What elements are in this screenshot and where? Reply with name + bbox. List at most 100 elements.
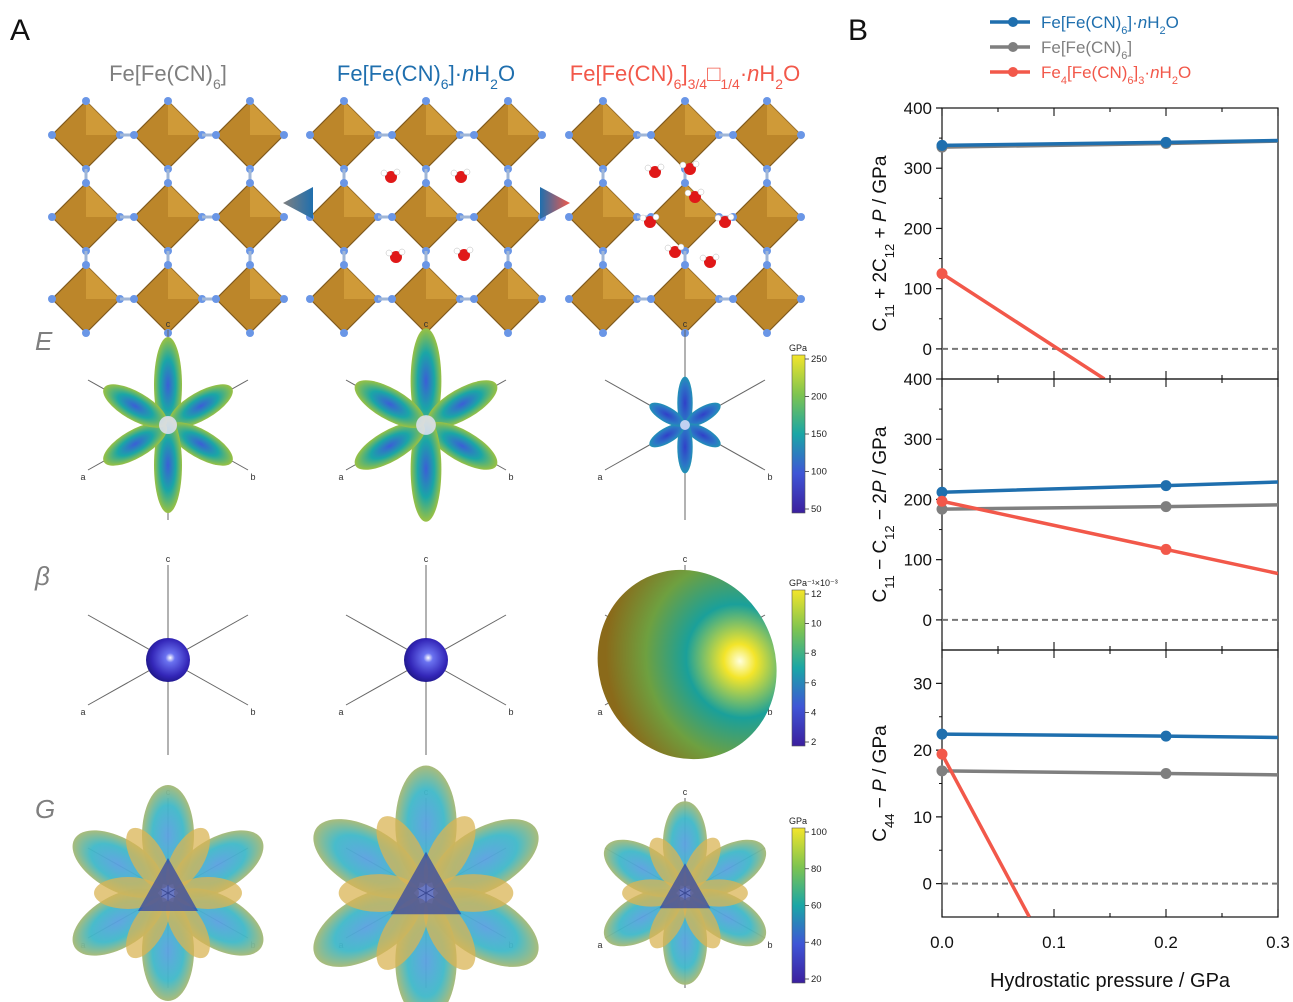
x-tick-label: 0.3 xyxy=(1266,933,1290,952)
atom xyxy=(470,131,478,139)
axis-label-c: c xyxy=(424,319,429,329)
colorbar-gradient xyxy=(791,827,806,984)
lobe xyxy=(649,402,685,427)
water-hydrogen xyxy=(692,160,700,168)
y-tick-label: 300 xyxy=(904,430,932,449)
atom xyxy=(504,97,512,105)
atom xyxy=(797,295,805,303)
atom xyxy=(388,295,396,303)
lobe xyxy=(168,384,233,428)
atom xyxy=(797,213,805,221)
legend-item: Fe[Fe(CN)6]·nH2O xyxy=(990,13,1179,37)
lattice-2 xyxy=(306,97,546,337)
octahedron-face xyxy=(250,265,284,299)
colorbar-tick-label: 50 xyxy=(811,504,822,515)
lobe xyxy=(168,422,233,466)
axis-label-b: b xyxy=(250,472,255,482)
panel-a-label: A xyxy=(10,14,30,47)
water-hydrogen xyxy=(393,168,401,176)
axis-label-c: c xyxy=(424,554,429,564)
y-axis-label: C11 − C12 − 2P / GPa xyxy=(870,426,897,602)
y-tick-label: 400 xyxy=(904,370,932,389)
data-point xyxy=(1160,136,1172,148)
legend-label: Fe[Fe(CN)6] xyxy=(1041,38,1132,62)
lobe xyxy=(427,380,498,428)
series-line xyxy=(940,753,1031,917)
colorbar-gradient xyxy=(791,354,806,514)
property-row-1: Ec a b c a b c a b GPa 250 200 150 100 50 xyxy=(35,319,827,522)
colorbar-tick-label: 100 xyxy=(811,467,827,478)
subplot-2: 0 100 200 300 400 C11 − C12 − 2P / GPa xyxy=(870,370,1279,651)
atom xyxy=(797,131,805,139)
water-hydrogen xyxy=(466,246,474,254)
octahedron-face xyxy=(685,265,719,299)
atom xyxy=(130,295,138,303)
water-oxygen xyxy=(390,251,402,263)
lobe xyxy=(354,380,425,428)
octahedron-face xyxy=(86,265,120,299)
plot-frame xyxy=(941,649,1279,918)
atom xyxy=(130,213,138,221)
lobe xyxy=(649,423,685,448)
surface-3-2: cab xyxy=(313,765,539,1002)
colorbar-1: GPa 250 200 150 100 50 xyxy=(789,343,827,515)
colorbar-tick-label: 60 xyxy=(811,901,822,912)
colorbar-tick-label: 12 xyxy=(811,589,822,600)
atom xyxy=(647,131,655,139)
colorbar-tick-label: 6 xyxy=(811,678,816,689)
legend-item: Fe4[Fe(CN)6]3·nH2O xyxy=(990,63,1191,87)
colorbar-2: GPa⁻¹×10⁻³12 10 8 6 4 2 xyxy=(789,578,838,748)
property-row-3: GcabcabcabGPa10080604020 xyxy=(35,765,827,1002)
water-hydrogen xyxy=(697,188,705,196)
lobe xyxy=(166,827,210,889)
arrow-left xyxy=(283,187,313,219)
colorbar-tick-label: 20 xyxy=(811,974,822,985)
series-line xyxy=(941,732,1278,740)
atom xyxy=(504,179,512,187)
water-oxygen xyxy=(684,163,696,175)
atom xyxy=(565,213,573,221)
atom xyxy=(280,295,288,303)
surface-3-1: cab xyxy=(72,785,264,1001)
atom xyxy=(280,213,288,221)
water-hydrogen xyxy=(677,243,685,251)
water-hydrogen xyxy=(652,213,660,221)
plot-frame xyxy=(941,378,1279,651)
octahedron-face xyxy=(86,183,120,217)
highlight xyxy=(680,420,690,430)
axis-label-b: b xyxy=(250,707,255,717)
colorbar-unit: GPa xyxy=(789,816,807,826)
atom xyxy=(388,213,396,221)
atom xyxy=(48,213,56,221)
y-tick-label: 200 xyxy=(904,490,932,509)
colorbar-unit: GPa xyxy=(789,343,807,353)
atom xyxy=(340,329,348,337)
axis-label-a: a xyxy=(80,472,85,482)
octahedron-face xyxy=(426,183,460,217)
atom xyxy=(246,97,254,105)
series-line xyxy=(941,499,1278,576)
water-hydrogen xyxy=(453,247,461,255)
y-tick-label: 0 xyxy=(923,340,932,359)
y-axis-label: C11 + 2C12 + P / GPa xyxy=(870,155,897,331)
colorbar-tick-label: 4 xyxy=(811,707,816,718)
atom xyxy=(538,131,546,139)
atom xyxy=(82,329,90,337)
lobe xyxy=(649,837,687,890)
axis-label-b: b xyxy=(767,940,772,950)
water-oxygen xyxy=(649,166,661,178)
y-tick-label: 300 xyxy=(904,159,932,178)
y-axis-label: C44 − P / GPa xyxy=(870,725,897,842)
property-symbol: E xyxy=(35,326,53,356)
lattice-3 xyxy=(565,97,805,337)
axis-label-b: b xyxy=(767,707,772,717)
octahedron-face xyxy=(767,101,801,135)
y-tick-label: 400 xyxy=(904,99,932,118)
lattice-1 xyxy=(48,97,288,337)
atom xyxy=(681,179,689,187)
atom xyxy=(306,131,314,139)
atom xyxy=(422,179,430,187)
atom xyxy=(470,295,478,303)
y-tick-label: 100 xyxy=(904,280,932,299)
data-point xyxy=(936,139,948,151)
